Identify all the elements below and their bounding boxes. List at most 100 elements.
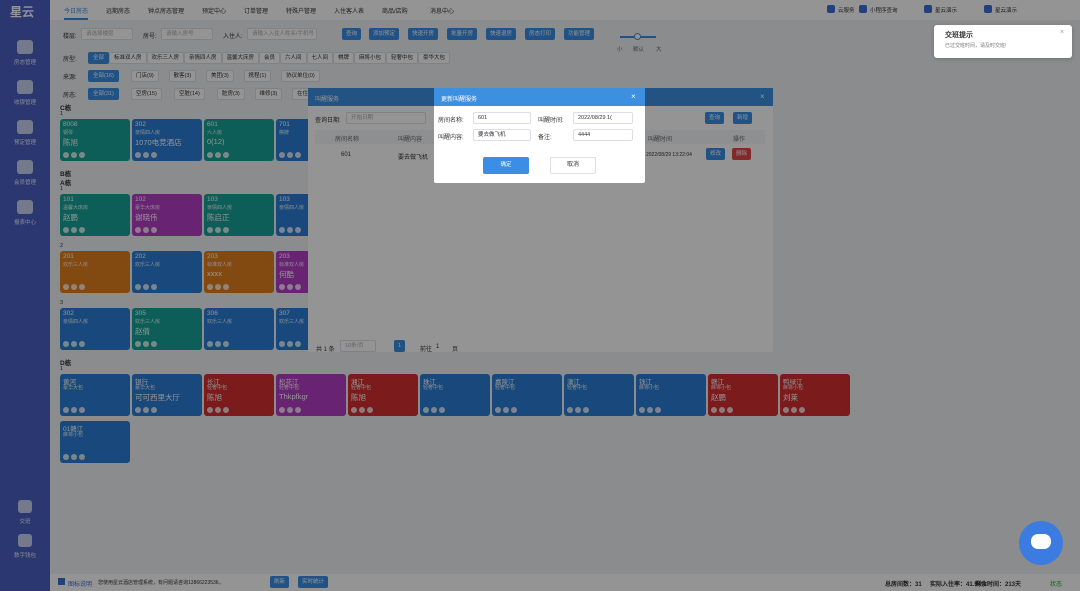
action-button[interactable]: 批量开房 — [447, 28, 478, 40]
close[interactable]: × — [760, 92, 765, 101]
room-card[interactable]: 珠江 轻奢中包 — [420, 374, 490, 416]
row-action[interactable]: 修改 — [706, 148, 726, 160]
room-card[interactable]: 306 欢乐三人房 — [204, 308, 274, 350]
search-input[interactable]: 请输入入住人姓名/手机号 — [247, 28, 317, 40]
menu-item[interactable]: 房态管理 — [13, 60, 36, 66]
action-button[interactable]: 添加预定 — [369, 28, 400, 40]
room-card[interactable]: 302 亲情四人房 1070电竞酒店 — [132, 119, 202, 161]
room-card[interactable]: 601 六人房 0(12) — [204, 119, 274, 161]
filter-option[interactable]: 全部(31) — [88, 88, 119, 100]
room-card[interactable]: 103 亲情四人房 陈启正 — [204, 194, 274, 236]
filter-option[interactable]: 脏房(3) — [217, 88, 245, 100]
nav-right[interactable]: 小程序查询 — [870, 8, 898, 14]
nav-tab[interactable]: 商品/店购 — [382, 9, 408, 15]
filter-option[interactable]: 全部(16) — [88, 70, 119, 82]
nav-tab[interactable]: 远期房态 — [106, 9, 131, 15]
nav-tab[interactable]: 预定中心 — [202, 9, 227, 15]
filter-option[interactable]: 七人间 — [306, 52, 334, 64]
filter-option[interactable]: 温馨大床房 — [221, 52, 260, 64]
filter-option[interactable]: 标准双人房 — [109, 52, 147, 64]
filter-option[interactable]: 欢乐三人房 — [146, 52, 185, 64]
room-card[interactable]: 8008 钢琴 陈旭 — [60, 119, 130, 161]
nav-tab[interactable]: 消息中心 — [430, 9, 455, 15]
nav-right[interactable]: 云服务 — [838, 8, 855, 14]
menu-item[interactable]: 报表中心 — [13, 220, 36, 226]
filter-option[interactable]: 空房(15) — [131, 88, 162, 100]
room-card[interactable]: 鸭绿江 麻将小包 刘莱 — [780, 374, 850, 416]
room-card[interactable]: 01赣江 麻将小包 — [60, 421, 130, 463]
room-card[interactable]: 长江 轻奢中包 陈旭 — [204, 374, 274, 416]
room-card[interactable]: 202 欢乐三人房 — [132, 251, 202, 293]
menu-item[interactable]: 数字钱包 — [13, 553, 36, 559]
room-card[interactable]: 嘉陵江 轻奢中包 — [492, 374, 562, 416]
footer-button[interactable]: 刷新 — [270, 576, 290, 588]
footer-button[interactable]: 实时统计 — [298, 576, 329, 588]
action-button[interactable]: 快速退房 — [486, 28, 517, 40]
size-label[interactable]: 大 — [656, 47, 662, 53]
filter-option[interactable]: 全部 — [88, 52, 110, 64]
filter-option[interactable]: 美团(3) — [206, 70, 234, 82]
room-card[interactable]: 102 豪华大床房 谢晓伟 — [132, 194, 202, 236]
dialog-button[interactable]: 新增 — [733, 112, 753, 124]
filter-option[interactable]: 豪华大包 — [418, 52, 451, 64]
filter-option[interactable]: 会员 — [259, 52, 281, 64]
room-card[interactable]: 银行 豪华大包 可可西里大厅 — [132, 374, 202, 416]
size-label[interactable]: 默认 — [633, 47, 645, 53]
close[interactable]: × — [1060, 29, 1065, 36]
filter-option[interactable]: 棋牌 — [333, 52, 355, 64]
room-card[interactable]: 101 温馨大床房 赵鹏 — [60, 194, 130, 236]
menu-item[interactable]: 交班 — [19, 519, 31, 525]
room-card[interactable]: 漓江 轻奢中包 — [564, 374, 634, 416]
nav-right[interactable]: 星云演示 — [935, 8, 958, 14]
row-action[interactable]: 删除 — [732, 148, 752, 160]
filter-option[interactable]: 轻奢中包 — [386, 52, 419, 64]
filter-option[interactable]: 六人间 — [280, 52, 307, 64]
action-button[interactable]: 房态打印 — [525, 28, 556, 40]
nav-right[interactable]: 星云演示 — [995, 8, 1018, 14]
filter-option[interactable]: 携程(1) — [243, 70, 272, 82]
size-label[interactable]: 小 — [617, 47, 623, 53]
date-input[interactable]: 开始日期 — [346, 112, 426, 124]
nav-tab[interactable]: 订单管理 — [244, 9, 269, 15]
filter-option[interactable]: 散客(3) — [168, 70, 197, 82]
room-card[interactable]: 黄河 豪华大包 — [60, 374, 130, 416]
pager-size[interactable]: 10条/页 — [340, 340, 376, 352]
filter-option[interactable]: 门店(9) — [131, 70, 159, 82]
room-card[interactable]: 湘江 轻奢中包 陈旭 — [348, 374, 418, 416]
filter-option[interactable]: 麻将小包 — [354, 52, 387, 64]
menu-item[interactable]: 收银管理 — [13, 100, 36, 106]
filter-option[interactable]: 维修(3) — [254, 88, 283, 100]
filter-option[interactable]: 空脏(14) — [174, 88, 205, 100]
action-button[interactable]: 查询 — [342, 28, 362, 40]
legend[interactable]: 图标说明 — [68, 582, 93, 588]
chat-button[interactable] — [1019, 521, 1063, 565]
room-card[interactable]: 钱江 麻将小包 — [636, 374, 706, 416]
action-button[interactable]: 功能管理 — [564, 28, 595, 40]
field-input[interactable]: 4444 — [573, 129, 633, 141]
room-card[interactable]: 203 标准双人房 xxxx — [204, 251, 274, 293]
room-card[interactable]: 松花江 轻奢中包 Thkpfkgr — [276, 374, 346, 416]
cancel-button[interactable]: 取消 — [550, 157, 596, 174]
menu-item[interactable]: 预定管理 — [13, 140, 36, 146]
filter-option[interactable]: 亲情四人房 — [184, 52, 222, 64]
nav-tab[interactable]: 今日房态 — [64, 9, 89, 15]
dialog-button[interactable]: 查询 — [705, 112, 725, 124]
field-input[interactable]: 601 — [473, 112, 531, 124]
search-input[interactable]: 请输入房号 — [161, 28, 213, 40]
search-input[interactable]: 请选择楼层 — [81, 28, 133, 40]
room-card[interactable]: 赣江 麻将小包 赵鹏 — [708, 374, 778, 416]
close[interactable]: × — [631, 92, 636, 101]
nav-tab[interactable]: 特殊户管理 — [286, 9, 317, 15]
field-input[interactable]: 要去做飞机 — [473, 129, 531, 141]
filter-option[interactable]: 协议单位(0) — [281, 70, 320, 82]
menu-item[interactable]: 会员管理 — [13, 180, 36, 186]
confirm-button[interactable]: 确定 — [483, 157, 529, 174]
action-button[interactable]: 快速开房 — [408, 28, 439, 40]
pager-page[interactable]: 1 — [394, 340, 406, 352]
room-card[interactable]: 302 亲情四人房 — [60, 308, 130, 350]
room-card[interactable]: 201 欢乐三人房 — [60, 251, 130, 293]
field-input[interactable]: 2022/08/29 1( — [573, 112, 633, 124]
nav-tab[interactable]: 入住客人表 — [334, 9, 365, 15]
room-card[interactable]: 305 欢乐三人房 赵倩 — [132, 308, 202, 350]
nav-tab[interactable]: 钟点房态管理 — [148, 9, 185, 15]
